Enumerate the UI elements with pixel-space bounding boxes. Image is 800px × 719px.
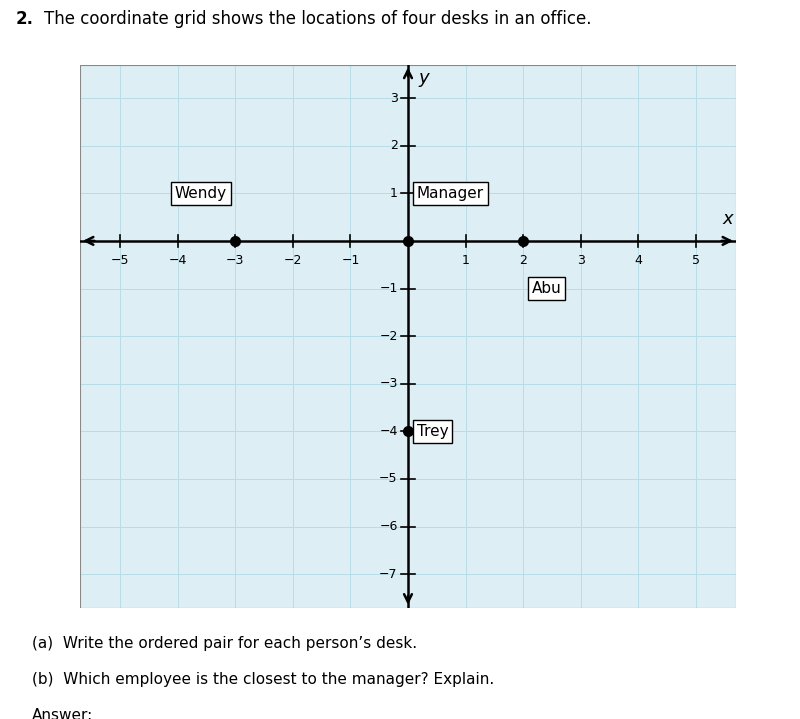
Text: The coordinate grid shows the locations of four desks in an office.: The coordinate grid shows the locations … [44,10,591,28]
Text: −5: −5 [111,255,130,267]
Text: Abu: Abu [532,281,562,296]
Text: 4: 4 [634,255,642,267]
Text: 1: 1 [390,187,398,200]
Text: 3: 3 [577,255,585,267]
Text: 2: 2 [390,139,398,152]
Text: −5: −5 [379,472,398,485]
Text: −2: −2 [284,255,302,267]
Text: (a)  Write the ordered pair for each person’s desk.: (a) Write the ordered pair for each pers… [32,636,417,651]
Text: (b)  Which employee is the closest to the manager? Explain.: (b) Which employee is the closest to the… [32,672,494,687]
Text: 3: 3 [390,91,398,104]
Text: Trey: Trey [417,424,448,439]
Text: −7: −7 [379,568,398,581]
Text: −1: −1 [379,282,398,295]
Text: 1: 1 [462,255,470,267]
Text: x: x [722,209,733,228]
Text: Wendy: Wendy [174,186,226,201]
Text: −1: −1 [342,255,360,267]
Text: y: y [418,68,429,86]
Text: 5: 5 [692,255,700,267]
Text: −3: −3 [379,377,398,390]
Text: −3: −3 [226,255,245,267]
Text: −2: −2 [379,329,398,343]
Text: Answer:: Answer: [32,708,94,719]
Text: −4: −4 [169,255,187,267]
Text: 2: 2 [519,255,527,267]
Text: −4: −4 [379,425,398,438]
Text: 2.: 2. [16,10,34,28]
Text: Manager: Manager [417,186,484,201]
Text: −6: −6 [379,520,398,533]
